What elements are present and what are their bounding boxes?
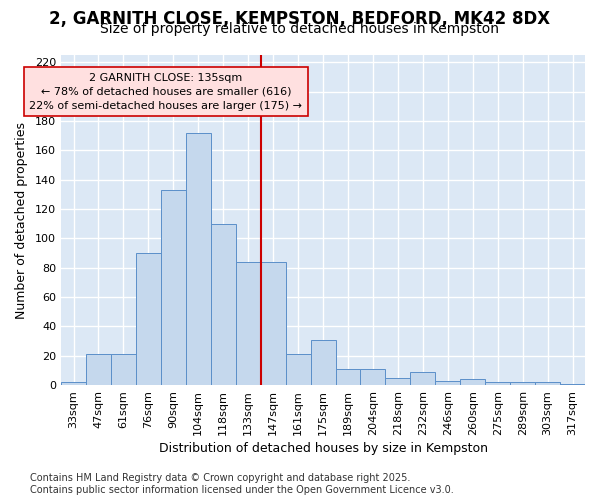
Bar <box>136 253 161 385</box>
Bar <box>361 369 385 385</box>
Bar <box>211 224 236 385</box>
Bar <box>111 354 136 385</box>
Bar <box>436 380 460 385</box>
Bar <box>410 372 436 385</box>
Text: Size of property relative to detached houses in Kempston: Size of property relative to detached ho… <box>101 22 499 36</box>
Text: 2, GARNITH CLOSE, KEMPSTON, BEDFORD, MK42 8DX: 2, GARNITH CLOSE, KEMPSTON, BEDFORD, MK4… <box>49 10 551 28</box>
Text: Contains HM Land Registry data © Crown copyright and database right 2025.
Contai: Contains HM Land Registry data © Crown c… <box>30 474 454 495</box>
Bar <box>86 354 111 385</box>
Bar <box>286 354 311 385</box>
Bar <box>485 382 510 385</box>
Bar <box>186 132 211 385</box>
Bar <box>385 378 410 385</box>
Bar <box>510 382 535 385</box>
Bar <box>535 382 560 385</box>
Y-axis label: Number of detached properties: Number of detached properties <box>15 122 28 318</box>
Bar <box>260 262 286 385</box>
Bar <box>560 384 585 385</box>
Text: 2 GARNITH CLOSE: 135sqm
← 78% of detached houses are smaller (616)
22% of semi-d: 2 GARNITH CLOSE: 135sqm ← 78% of detache… <box>29 72 302 110</box>
Bar <box>161 190 186 385</box>
Bar <box>460 379 485 385</box>
Bar <box>335 369 361 385</box>
Bar <box>236 262 260 385</box>
Bar <box>61 382 86 385</box>
X-axis label: Distribution of detached houses by size in Kempston: Distribution of detached houses by size … <box>158 442 488 455</box>
Bar <box>311 340 335 385</box>
